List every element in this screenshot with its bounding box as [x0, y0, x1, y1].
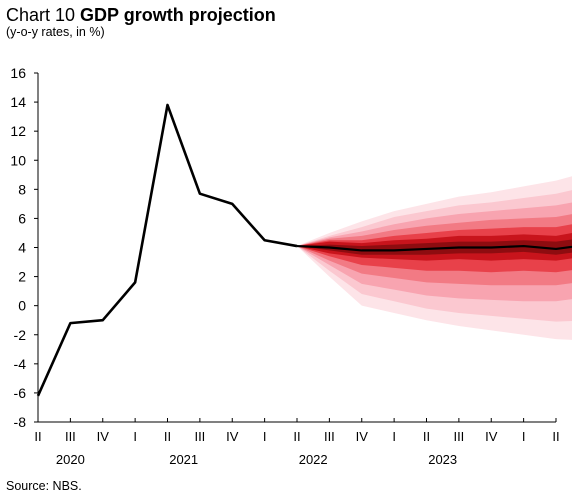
x-tick-label: IV — [356, 429, 369, 444]
median-projection-line — [296, 244, 572, 252]
x-tick-label: III — [194, 429, 205, 444]
data-point — [167, 104, 168, 106]
data-point — [264, 239, 266, 241]
y-tick-label: -4 — [14, 356, 27, 372]
x-tick-label: II — [293, 429, 300, 444]
x-tick-label: IV — [97, 429, 110, 444]
x-tick-label: II — [552, 429, 559, 444]
year-label: 2020 — [56, 452, 85, 467]
data-point — [102, 319, 104, 321]
data-point — [231, 203, 233, 205]
series-lines — [36, 103, 572, 397]
data-point — [134, 281, 136, 283]
data-point — [199, 193, 201, 195]
y-tick-label: 8 — [18, 181, 26, 197]
x-tick-label: I — [392, 429, 396, 444]
x-tick-label: IV — [485, 429, 498, 444]
y-tick-label: 6 — [18, 210, 26, 226]
y-tick-label: 2 — [18, 269, 26, 285]
y-tick-label: 12 — [10, 123, 26, 139]
y-tick-label: -8 — [14, 414, 27, 430]
x-tick-label: II — [423, 429, 430, 444]
x-tick-label: III — [324, 429, 335, 444]
chart-title-number: Chart 10 — [6, 5, 81, 25]
x-tick-label: III — [65, 429, 76, 444]
year-label: 2022 — [299, 452, 328, 467]
y-tick-label: 0 — [18, 298, 26, 314]
x-tick-label: IV — [226, 429, 239, 444]
year-label: 2021 — [169, 452, 198, 467]
x-tick-label: III — [453, 429, 464, 444]
chart-title: Chart 10 GDP growth projection — [6, 4, 276, 26]
y-tick-label: 4 — [18, 240, 26, 256]
x-tick-label: I — [263, 429, 267, 444]
chart-title-text: GDP growth projection — [80, 5, 276, 25]
y-tick-label: 14 — [10, 94, 26, 110]
fan-bands — [297, 176, 572, 340]
x-tick-label: II — [164, 429, 171, 444]
x-tick-label: I — [133, 429, 137, 444]
chart-subtitle: (y-o-y rates, in %) — [6, 25, 105, 39]
x-tick-label: II — [34, 429, 41, 444]
y-tick-label: 10 — [10, 152, 26, 168]
y-tick-label: 16 — [10, 65, 26, 81]
historical-gdp-line — [36, 103, 298, 397]
data-point — [69, 322, 71, 324]
y-tick-label: -2 — [14, 327, 27, 343]
data-point — [37, 395, 39, 397]
year-label: 2023 — [428, 452, 457, 467]
x-tick-label: I — [522, 429, 526, 444]
source-note: Source: NBS. — [6, 479, 82, 493]
y-tick-label: -6 — [14, 385, 27, 401]
